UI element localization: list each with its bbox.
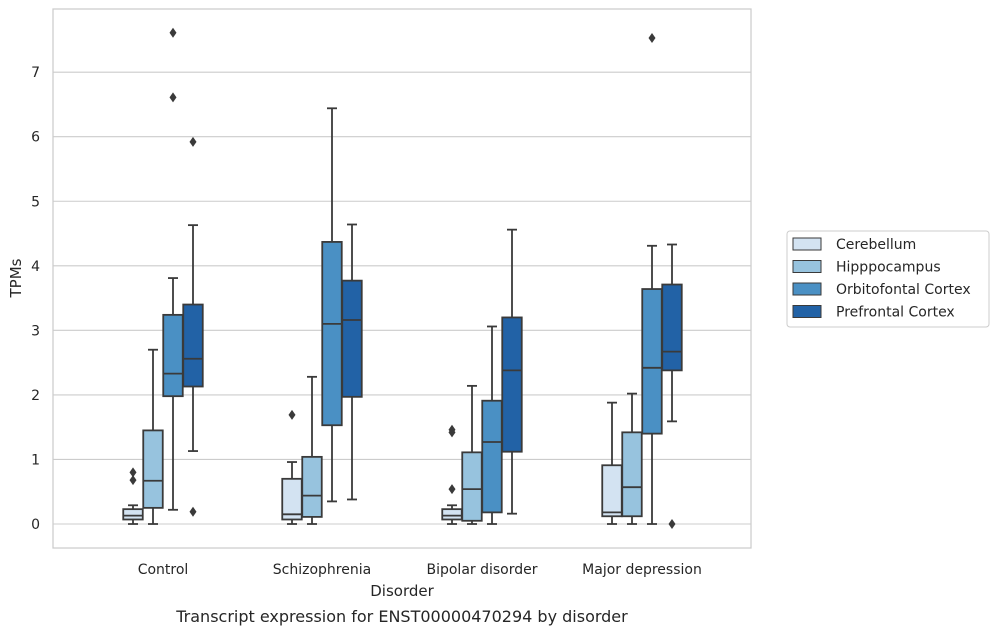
box-3-1 xyxy=(341,223,363,501)
x-axis-label: Disorder xyxy=(370,582,434,600)
outlier-point xyxy=(448,424,456,435)
box-1-0 xyxy=(142,348,164,525)
outlier-point xyxy=(169,92,177,103)
box-2-2 xyxy=(481,325,503,525)
box-1-2 xyxy=(461,384,483,525)
figure-caption: Transcript expression for ENST0000047029… xyxy=(175,607,628,626)
box-iqr xyxy=(301,455,323,518)
legend-label-3: Prefrontal Cortex xyxy=(836,305,955,321)
box-iqr xyxy=(501,316,523,453)
box-3-2 xyxy=(501,228,523,515)
box-3-3 xyxy=(661,243,683,529)
outlier-point xyxy=(668,519,676,529)
legend-label-2: Orbitofontal Cortex xyxy=(836,282,971,298)
box-0-2 xyxy=(441,424,463,525)
box-iqr xyxy=(281,477,303,521)
y-tick-label-4: 4 xyxy=(31,259,40,275)
legend: Cerebellum Hipppocampus Orbitofontal Corte… xyxy=(786,230,990,328)
box-iqr xyxy=(182,303,204,388)
y-axis-label: TPMs xyxy=(7,258,25,298)
y-tick-label-1: 1 xyxy=(31,452,40,468)
y-tick-label-5: 5 xyxy=(31,194,40,210)
x-tick-label-bipolar-disorder: Bipolar disorder xyxy=(426,562,537,578)
tick-labels: 0 1 2 3 4 5 6 7 Control Schizophrenia Bipolar diso… xyxy=(31,65,702,578)
box-2-1 xyxy=(321,107,343,503)
box-iqr xyxy=(142,429,164,509)
box-iqr xyxy=(461,451,483,522)
box-0-0 xyxy=(122,467,144,525)
y-tick-label-3: 3 xyxy=(31,323,40,339)
box-marks xyxy=(122,27,683,529)
box-1-3 xyxy=(621,392,643,525)
x-tick-label-schizophrenia: Schizophrenia xyxy=(273,562,371,578)
box-iqr xyxy=(481,399,503,514)
box-0-3 xyxy=(601,401,623,525)
box-iqr xyxy=(122,508,144,521)
outlier-point xyxy=(189,506,197,517)
legend-swatch-0 xyxy=(792,237,822,251)
outlier-point xyxy=(648,32,656,43)
box-1-1 xyxy=(301,375,323,525)
legend-swatch-3 xyxy=(792,305,822,318)
outlier-point xyxy=(288,409,296,420)
outlier-point xyxy=(189,136,197,147)
outlier-point xyxy=(448,484,456,495)
box-iqr xyxy=(621,431,643,518)
box-iqr xyxy=(321,241,343,427)
y-tick-label-2: 2 xyxy=(31,388,40,404)
y-tick-label-0: 0 xyxy=(31,517,40,533)
box-iqr xyxy=(601,464,623,518)
box-2-0 xyxy=(162,27,184,511)
box-iqr xyxy=(641,288,663,435)
outlier-point xyxy=(129,467,137,478)
legend-swatch-1 xyxy=(792,260,822,273)
legend-frame xyxy=(786,230,990,328)
box-iqr xyxy=(661,283,683,372)
y-tick-label-6: 6 xyxy=(31,130,40,146)
outlier-point xyxy=(169,27,177,38)
legend-swatch-2 xyxy=(792,282,822,296)
box-iqr xyxy=(162,313,184,398)
box-iqr xyxy=(341,279,363,398)
x-tick-label-control: Control xyxy=(138,562,189,578)
y-tick-label-7: 7 xyxy=(31,65,40,81)
box-3-0 xyxy=(182,136,204,517)
x-tick-label-major-depression: Major depression xyxy=(582,562,702,578)
box-2-3 xyxy=(641,32,663,525)
box-iqr xyxy=(441,508,463,521)
plot-frame xyxy=(52,8,752,549)
legend-label-1: Hipppocampus xyxy=(836,260,941,276)
outlier-point xyxy=(129,475,137,486)
box-0-1 xyxy=(281,409,303,525)
legend-label-0: Cerebellum xyxy=(836,237,916,253)
